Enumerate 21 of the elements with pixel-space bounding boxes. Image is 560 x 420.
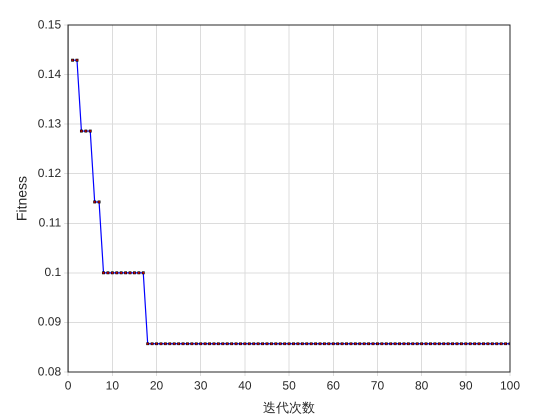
y-axis-title: Fitness (13, 176, 30, 222)
y-tick-label: 0.08 (38, 364, 62, 378)
y-tick-label: 0.14 (38, 66, 62, 81)
x-axis-title: 迭代次数 (263, 400, 316, 415)
y-tick-label: 0.11 (38, 216, 62, 230)
x-tick-label: 10 (106, 378, 120, 393)
x-tick-label: 0 (64, 378, 72, 393)
x-tick-label: 60 (326, 378, 340, 393)
x-tick-label: 80 (414, 378, 429, 393)
y-tick-label: 0.13 (38, 116, 62, 130)
x-tick-label: 50 (282, 378, 296, 393)
y-tick-label: 0.12 (38, 166, 62, 180)
y-tick-label: 0.09 (38, 314, 62, 329)
x-tick-label: 30 (194, 378, 208, 393)
x-tick-label: 100 (500, 378, 520, 393)
y-tick-label: 0.1 (44, 265, 62, 280)
y-tick-label: 0.15 (38, 17, 62, 32)
x-tick-label: 40 (238, 378, 252, 393)
x-tick-label: 90 (459, 378, 473, 393)
x-tick-label: 20 (150, 378, 164, 393)
x-tick-label: 70 (370, 378, 384, 393)
